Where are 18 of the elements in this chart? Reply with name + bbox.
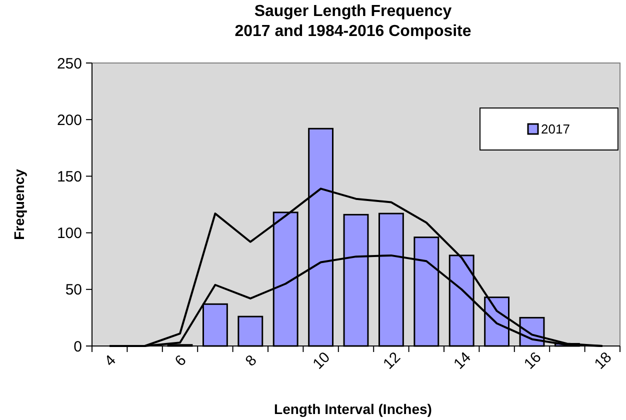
y-tick-label: 200 (56, 112, 82, 129)
y-tick-label: 0 (74, 338, 82, 356)
x-tick-label: 12 (380, 348, 404, 373)
y-axis-title: Frequency (11, 168, 27, 240)
y-tick-label: 50 (65, 282, 82, 299)
chart-title: Sauger Length Frequency 2017 and 1984-2016 Composite (234, 3, 472, 40)
x-axis-title: Length Interval (Inches) (274, 401, 432, 417)
y-tick-label: 100 (56, 225, 82, 242)
x-tick-label: 14 (450, 348, 474, 373)
y-tick-label: 150 (56, 168, 82, 186)
x-tick-label: 8 (242, 352, 260, 370)
x-tick-label: 16 (520, 348, 545, 373)
x-tick-label: 18 (591, 348, 616, 373)
legend-label: 2017 (541, 122, 570, 137)
y-tick-label: 250 (56, 55, 82, 72)
x-tick-label: 6 (172, 352, 190, 370)
x-tick-label: 10 (310, 348, 334, 373)
x-tick-label: 4 (101, 352, 120, 370)
